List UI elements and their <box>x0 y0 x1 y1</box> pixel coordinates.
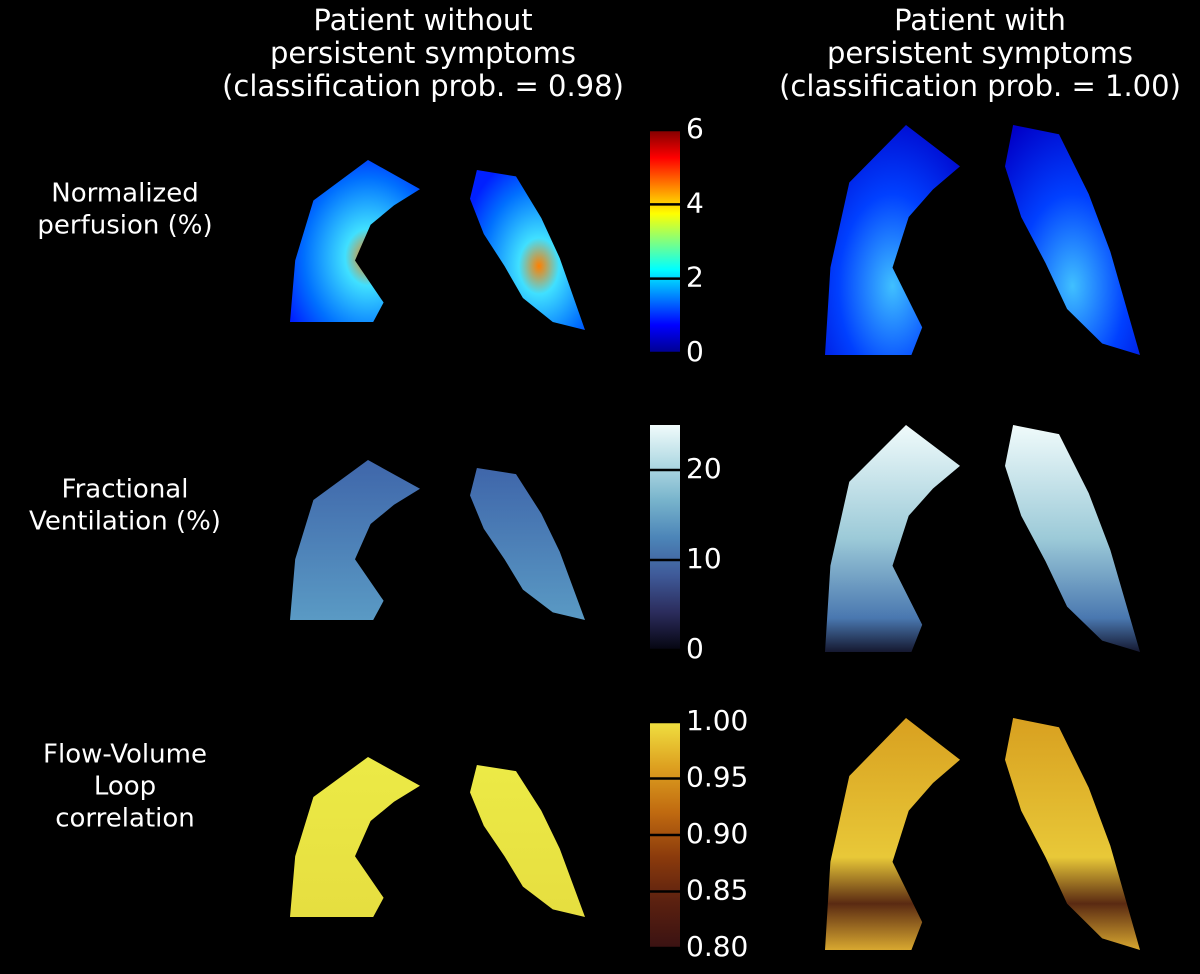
row-label: Loop <box>94 772 156 802</box>
colorbar-tick-label: 0 <box>686 335 704 368</box>
lung-map <box>825 718 960 950</box>
lung-map <box>290 757 420 917</box>
row-label: Ventilation (%) <box>29 507 221 537</box>
colorbar-tick-label: 0.85 <box>686 874 748 907</box>
lung-map <box>470 468 585 620</box>
lung-map <box>1005 718 1140 950</box>
colorbar-tick-label: 6 <box>686 112 704 145</box>
colorbar-tick-label: 20 <box>686 452 722 485</box>
row-label: Normalized <box>51 179 198 209</box>
colorbar <box>650 425 680 650</box>
colorbar-tick-label: 0.95 <box>686 761 748 794</box>
colorbar-tick-label: 10 <box>686 542 722 575</box>
column-title: (classification prob. = 1.00) <box>779 69 1181 103</box>
colorbar-tick-label: 4 <box>686 186 704 219</box>
column-title: Patient without <box>313 3 532 37</box>
colorbar-tick-label: 0.80 <box>686 930 748 963</box>
lung-map <box>825 425 960 652</box>
lung-map <box>1005 125 1140 355</box>
row-label: correlation <box>55 804 195 834</box>
column-title: (classification prob. = 0.98) <box>222 69 624 103</box>
column-title: persistent symptoms <box>827 36 1133 70</box>
colorbar-tick-label: 1.00 <box>686 704 748 737</box>
lung-map <box>290 160 420 322</box>
column-title: Patient with <box>894 3 1066 37</box>
lung-map <box>825 125 960 355</box>
lung-map <box>470 765 585 917</box>
colorbar-tick-label: 0.90 <box>686 817 748 850</box>
lung-map <box>470 170 585 330</box>
row-label: Flow-Volume <box>43 740 207 770</box>
row-label: Fractional <box>62 475 189 505</box>
colorbar-tick-label: 2 <box>686 261 704 294</box>
lung-map <box>1005 425 1140 652</box>
row-label: perfusion (%) <box>37 211 212 241</box>
colorbar-tick-label: 0 <box>686 632 704 665</box>
colorbar <box>650 130 680 353</box>
column-title: persistent symptoms <box>270 36 576 70</box>
lung-map <box>290 460 420 620</box>
